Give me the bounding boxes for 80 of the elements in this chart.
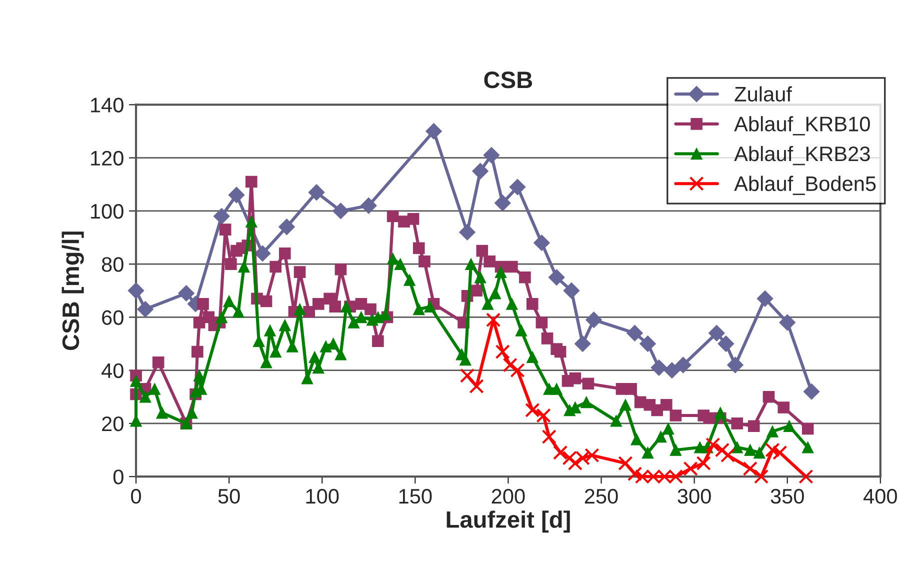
point [486, 312, 501, 328]
point [494, 194, 511, 212]
legend-label: Ablauf_Boden5 [734, 176, 876, 196]
point [650, 359, 668, 376]
x-tick-label: 150 [399, 488, 432, 504]
point [708, 324, 725, 342]
point [502, 358, 518, 372]
x-tick-label: 300 [678, 488, 711, 504]
point [627, 466, 642, 482]
point [509, 178, 526, 196]
point [542, 429, 556, 444]
x-tick-label: 100 [306, 488, 339, 504]
point [756, 290, 774, 307]
point [360, 197, 377, 214]
point [718, 336, 734, 352]
point [128, 282, 144, 299]
y-tick-label: 40 [102, 363, 124, 378]
y-axis-title: CSB [mg/l] [62, 232, 84, 350]
point [706, 437, 720, 452]
point [765, 442, 780, 458]
x-tick-label: 0 [131, 488, 141, 504]
point [510, 363, 525, 378]
point [798, 469, 814, 484]
x-tick-label: 200 [492, 488, 525, 504]
x-axis-title: Laufzeit [d] [446, 510, 570, 533]
legend-label: Ablauf_KRB10 [734, 116, 870, 136]
point [742, 461, 758, 476]
x-tick-label: 50 [218, 488, 240, 504]
legend-label: Ablauf_KRB23 [734, 146, 870, 166]
point [469, 378, 484, 394]
point [548, 269, 565, 286]
point [483, 146, 500, 164]
y-tick-label: 140 [91, 98, 124, 112]
y-tick-label: 120 [91, 150, 124, 166]
point [754, 469, 769, 484]
point [779, 314, 796, 331]
y-tick-label: 100 [91, 204, 124, 219]
point [536, 408, 551, 423]
y-tick-label: 20 [102, 416, 124, 432]
x-tick-label: 250 [584, 488, 618, 504]
point [178, 285, 194, 302]
point [618, 456, 633, 471]
y-tick-label: 60 [102, 310, 124, 325]
point [459, 224, 476, 240]
point [460, 368, 475, 383]
x-tick-label: 400 [864, 488, 897, 504]
point [568, 456, 582, 471]
point [772, 445, 788, 460]
point [714, 442, 730, 458]
point [308, 184, 325, 201]
point [563, 282, 580, 299]
point [574, 336, 591, 352]
point [674, 356, 692, 374]
y-tick-label: 80 [102, 257, 124, 272]
point [228, 186, 245, 204]
point [472, 162, 488, 180]
point [426, 123, 442, 140]
point [803, 383, 820, 400]
point [525, 402, 540, 418]
point [495, 344, 510, 360]
point [626, 324, 643, 342]
point [640, 336, 656, 352]
x-tick-label: 350 [770, 488, 804, 504]
point [332, 202, 349, 220]
point [727, 356, 744, 374]
point [213, 208, 230, 224]
y-tick-label: 0 [113, 470, 124, 484]
point [696, 456, 711, 471]
point [720, 448, 736, 463]
point [584, 448, 600, 463]
chart-title: CSB [484, 72, 532, 88]
legend-label: Zulauf [734, 86, 792, 102]
point [533, 234, 550, 252]
point [278, 218, 295, 236]
point [586, 312, 602, 328]
point [553, 445, 568, 460]
point [664, 362, 680, 379]
point [683, 461, 698, 476]
point [254, 245, 271, 262]
point [137, 301, 154, 318]
